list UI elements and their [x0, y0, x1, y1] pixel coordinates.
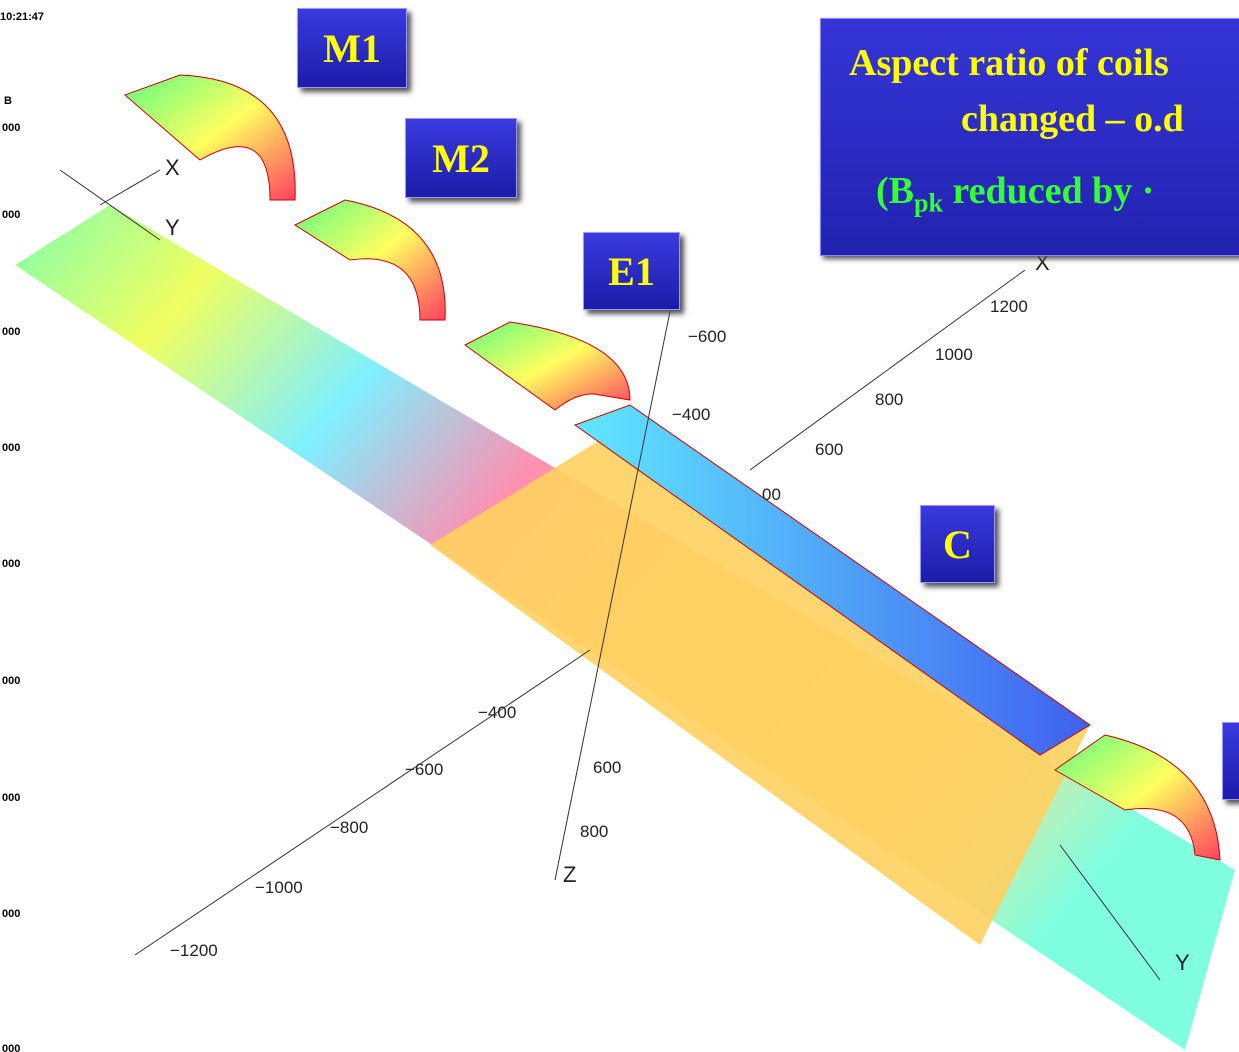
x-tick-label: 1000 — [935, 345, 973, 364]
y-tick-label: −400 — [478, 703, 516, 722]
note-text: reduced by · — [943, 170, 1155, 212]
legend-label: 000 — [2, 442, 20, 454]
x-tick-label: 600 — [815, 440, 843, 459]
legend-label: 000 — [2, 1043, 20, 1052]
callout: M1 — [297, 8, 407, 88]
x-tick-label: 800 — [875, 390, 903, 409]
callout-partial — [1222, 722, 1239, 800]
z-tick-label: 600 — [593, 758, 621, 777]
coil-m1 — [125, 75, 295, 200]
legend-label: 000 — [2, 792, 20, 804]
note-text: (B — [876, 170, 914, 212]
legend-label: 000 — [2, 558, 20, 570]
callout: C — [920, 505, 995, 583]
y-tick-label: −600 — [405, 760, 443, 779]
note-subscript: pk — [914, 189, 943, 218]
axis-letter: Z — [563, 862, 576, 887]
coil-m2 — [295, 200, 445, 320]
legend-label: 000 — [2, 675, 20, 687]
legend-label: 000 — [2, 908, 20, 920]
legend-title: B — [4, 95, 12, 107]
x-axis — [750, 270, 1025, 470]
note-line: (Bpk reduced by · — [876, 169, 1154, 219]
note-line: Aspect ratio of coils — [849, 41, 1169, 85]
axis-letter: Y — [165, 215, 180, 240]
timestamp: 10:21:47 — [0, 11, 44, 23]
y-axis — [135, 650, 590, 955]
y-tick-label: −1000 — [255, 878, 303, 897]
callout: M2 — [405, 118, 517, 198]
y-tick-label: −1200 — [170, 941, 218, 960]
legend-label: 000 — [2, 326, 20, 338]
triad-x — [100, 170, 160, 205]
callout: E1 — [583, 232, 680, 310]
x-tick-label: 1200 — [990, 297, 1028, 316]
z-tick-label: −600 — [688, 327, 726, 346]
axis-letter: X — [165, 155, 180, 180]
screen: 10:21:47 B 000 000 000 000 000 000 000 000 000 12… — [0, 0, 1239, 1052]
legend-label: 000 — [2, 209, 20, 221]
z-tick-label: 800 — [580, 822, 608, 841]
note-box: Aspect ratio of coils changed – o.d (Bpk… — [820, 18, 1239, 256]
x-tick-label: 00 — [762, 485, 781, 504]
legend-label: 000 — [2, 122, 20, 134]
axis-letter: Y — [1175, 950, 1190, 975]
z-tick-label: −400 — [672, 405, 710, 424]
note-line: changed – o.d — [961, 97, 1184, 141]
coil-e1 — [465, 322, 630, 410]
y-tick-label: −800 — [330, 818, 368, 837]
